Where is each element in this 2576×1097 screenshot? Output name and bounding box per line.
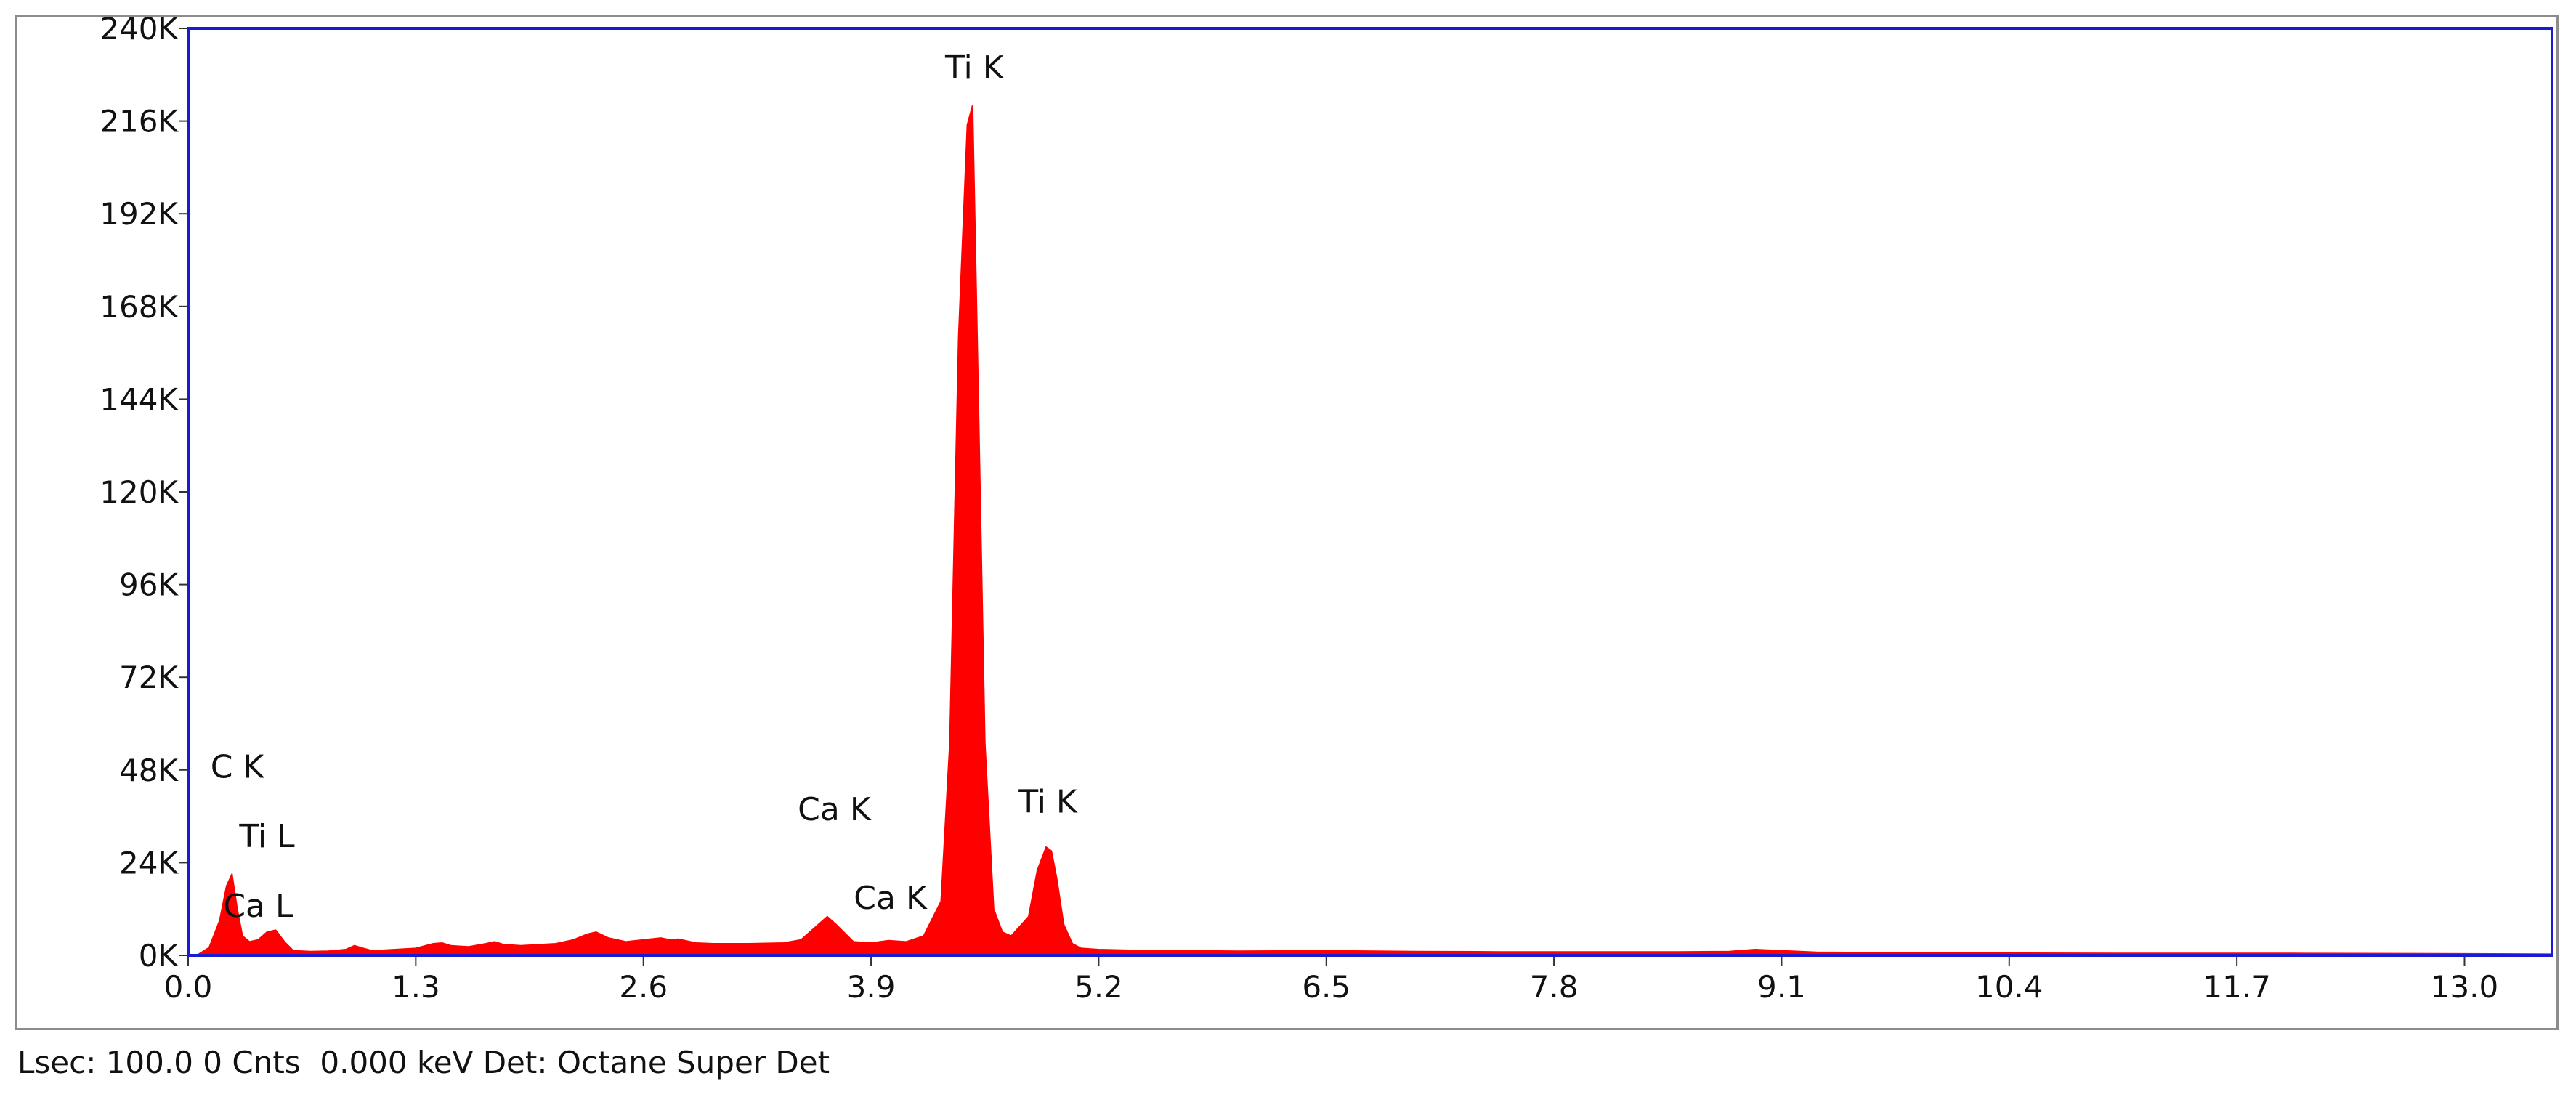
peak-label: C K: [211, 748, 265, 785]
status-line: Lsec: 100.0 0 Cnts 0.000 keV Det: Octane…: [17, 1045, 830, 1080]
spectrum-area-series-0: [194, 105, 2553, 956]
peak-label: Ca K: [798, 791, 872, 828]
x-tick-label: 10.4: [1975, 969, 2044, 1005]
peak-label: Ti K: [944, 49, 1005, 86]
x-tick-label: 7.8: [1530, 969, 1579, 1005]
plot-area-border: [187, 27, 2553, 957]
y-tick-label: 168K: [100, 289, 179, 325]
spectrum-chart-frame: 0.0 1.3 2.6 3.9 5.2 6.5 7.8 9.1 10.4 11.7 13.0 0K 2…: [15, 15, 2559, 1030]
y-tick-label: 120K: [100, 474, 179, 510]
y-tick-label: 240K: [100, 17, 179, 46]
x-tick-label: 11.7: [2203, 969, 2271, 1005]
x-tick-label: 3.9: [847, 969, 896, 1005]
y-tick-label: 216K: [100, 104, 179, 139]
y-tick-label: 72K: [119, 660, 179, 695]
x-tick-label: 6.5: [1302, 969, 1350, 1005]
peak-label: Ca L: [223, 888, 293, 925]
y-tick-label: 192K: [100, 196, 179, 232]
x-tick-label: 2.6: [619, 969, 668, 1005]
peak-label: Ca K: [854, 880, 928, 917]
y-tick-label: 96K: [119, 567, 179, 603]
x-tick-label: 5.2: [1074, 969, 1123, 1005]
peak-label: Ti L: [238, 818, 295, 855]
y-tick-label: 24K: [119, 845, 179, 881]
y-tick-label: 48K: [119, 753, 179, 788]
spectrum-chart: 0.0 1.3 2.6 3.9 5.2 6.5 7.8 9.1 10.4 11.7 13.0 0K 2…: [100, 17, 2553, 1005]
x-tick-label: 13.0: [2431, 969, 2499, 1005]
y-tick-label: 144K: [100, 381, 179, 417]
peak-label: Ti K: [1018, 783, 1078, 820]
x-tick-label: 0.0: [164, 969, 213, 1005]
x-tick-label: 1.3: [392, 969, 440, 1005]
x-tick-label: 9.1: [1757, 969, 1806, 1005]
y-tick-label: 0K: [139, 938, 179, 973]
